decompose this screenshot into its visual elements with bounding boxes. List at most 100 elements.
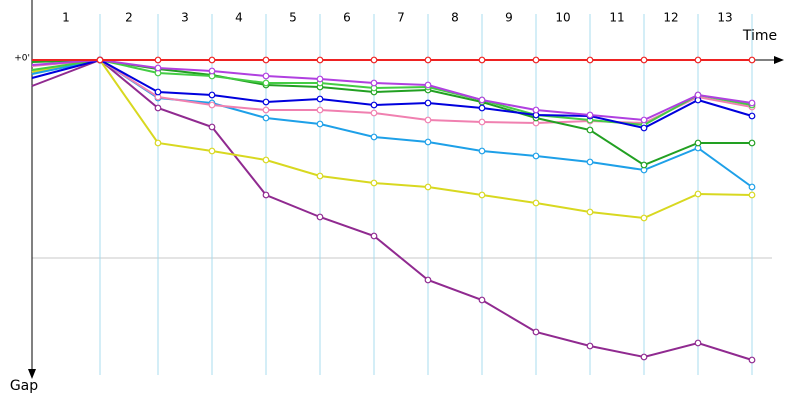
- series-line: [31, 58, 753, 130]
- x-axis-arrow: [774, 56, 784, 64]
- data-point: [316, 56, 324, 64]
- series-line: [31, 58, 753, 125]
- data-point: [478, 118, 486, 126]
- data-point: [208, 67, 216, 75]
- series-line: [31, 58, 753, 361]
- data-point: [748, 56, 756, 64]
- data-point: [640, 353, 648, 361]
- y-tick-label: +0': [14, 54, 30, 64]
- data-point: [316, 75, 324, 83]
- data-point: [208, 91, 216, 99]
- lap-label: 4: [235, 11, 243, 25]
- data-point: [424, 183, 432, 191]
- data-point: [640, 161, 648, 169]
- data-point: [316, 120, 324, 128]
- data-point: [262, 98, 270, 106]
- lap-label: 12: [663, 11, 678, 25]
- data-point: [154, 64, 162, 72]
- data-point: [640, 56, 648, 64]
- data-point: [640, 214, 648, 222]
- lap-label: 1: [62, 11, 70, 25]
- data-point: [586, 158, 594, 166]
- data-point: [262, 79, 270, 87]
- data-point: [96, 56, 104, 64]
- series-line: [31, 58, 753, 122]
- lap-label: 13: [717, 11, 732, 25]
- series-line: [31, 58, 752, 167]
- data-point: [316, 213, 324, 221]
- data-point: [640, 116, 648, 124]
- lap-label: 9: [505, 11, 513, 25]
- data-point: [748, 183, 756, 191]
- data-point: [424, 116, 432, 124]
- data-point: [262, 56, 270, 64]
- data-point: [370, 101, 378, 109]
- series-line: [31, 58, 753, 220]
- data-point: [478, 147, 486, 155]
- data-point: [586, 208, 594, 216]
- data-point: [154, 56, 162, 64]
- data-point: [748, 99, 756, 107]
- data-point: [424, 99, 432, 107]
- lap-label: 3: [181, 11, 189, 25]
- data-point: [478, 96, 486, 104]
- data-point: [694, 56, 702, 64]
- data-point: [370, 56, 378, 64]
- data-point: [370, 133, 378, 141]
- lap-label: 5: [289, 11, 297, 25]
- lap-label: 2: [125, 11, 133, 25]
- data-point: [586, 111, 594, 119]
- y-axis-label: Gap: [10, 378, 38, 394]
- lap-label: 11: [609, 11, 624, 25]
- data-point: [586, 126, 594, 134]
- lap-label: 6: [343, 11, 351, 25]
- data-point: [748, 139, 756, 147]
- x-axis-label: Time: [742, 28, 777, 44]
- data-point: [262, 114, 270, 122]
- data-point: [748, 356, 756, 364]
- lap-label: 10: [555, 11, 570, 25]
- data-point: [694, 339, 702, 347]
- series-line: [31, 58, 753, 127]
- data-point: [424, 276, 432, 284]
- data-point: [694, 91, 702, 99]
- lap-label: 8: [451, 11, 459, 25]
- data-point: [262, 106, 270, 114]
- data-point: [640, 124, 648, 132]
- data-point: [424, 81, 432, 89]
- data-point: [370, 109, 378, 117]
- data-point: [424, 56, 432, 64]
- data-point: [694, 139, 702, 147]
- data-point: [262, 191, 270, 199]
- data-point: [586, 342, 594, 350]
- data-point: [694, 190, 702, 198]
- data-point: [208, 147, 216, 155]
- data-point: [748, 112, 756, 120]
- data-point: [748, 191, 756, 199]
- data-point: [154, 104, 162, 112]
- data-point: [154, 88, 162, 96]
- data-point: [154, 139, 162, 147]
- data-point: [370, 232, 378, 240]
- data-point: [532, 106, 540, 114]
- data-point: [316, 106, 324, 114]
- data-point: [208, 56, 216, 64]
- data-point: [316, 95, 324, 103]
- data-point: [532, 199, 540, 207]
- data-point: [532, 152, 540, 160]
- data-point: [316, 172, 324, 180]
- data-point: [208, 123, 216, 131]
- data-point: [478, 296, 486, 304]
- data-point: [370, 79, 378, 87]
- data-point: [262, 72, 270, 80]
- data-point: [532, 328, 540, 336]
- y-axis-arrow: [28, 369, 36, 379]
- data-point: [208, 101, 216, 109]
- data-point: [370, 179, 378, 187]
- data-point: [478, 104, 486, 112]
- data-point: [532, 56, 540, 64]
- data-point: [478, 191, 486, 199]
- data-point: [262, 156, 270, 164]
- data-point: [586, 56, 594, 64]
